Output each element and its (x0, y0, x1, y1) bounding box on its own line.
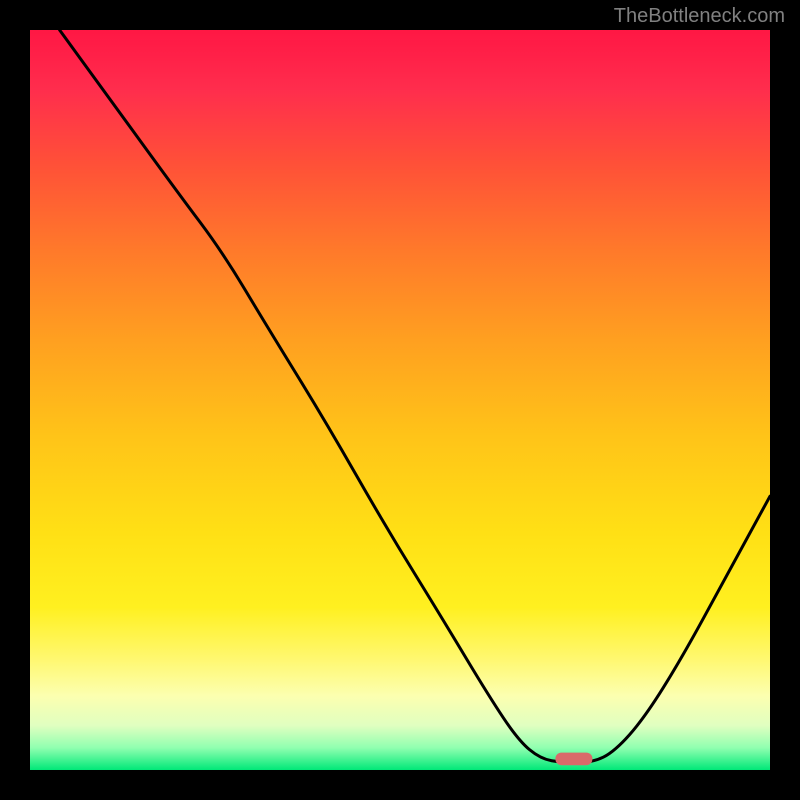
chart-svg (30, 30, 770, 770)
watermark-text: TheBottleneck.com (614, 5, 785, 28)
plot-area (30, 30, 770, 770)
optimal-marker (555, 753, 592, 766)
chart-container: TheBottleneck.com (0, 0, 800, 800)
